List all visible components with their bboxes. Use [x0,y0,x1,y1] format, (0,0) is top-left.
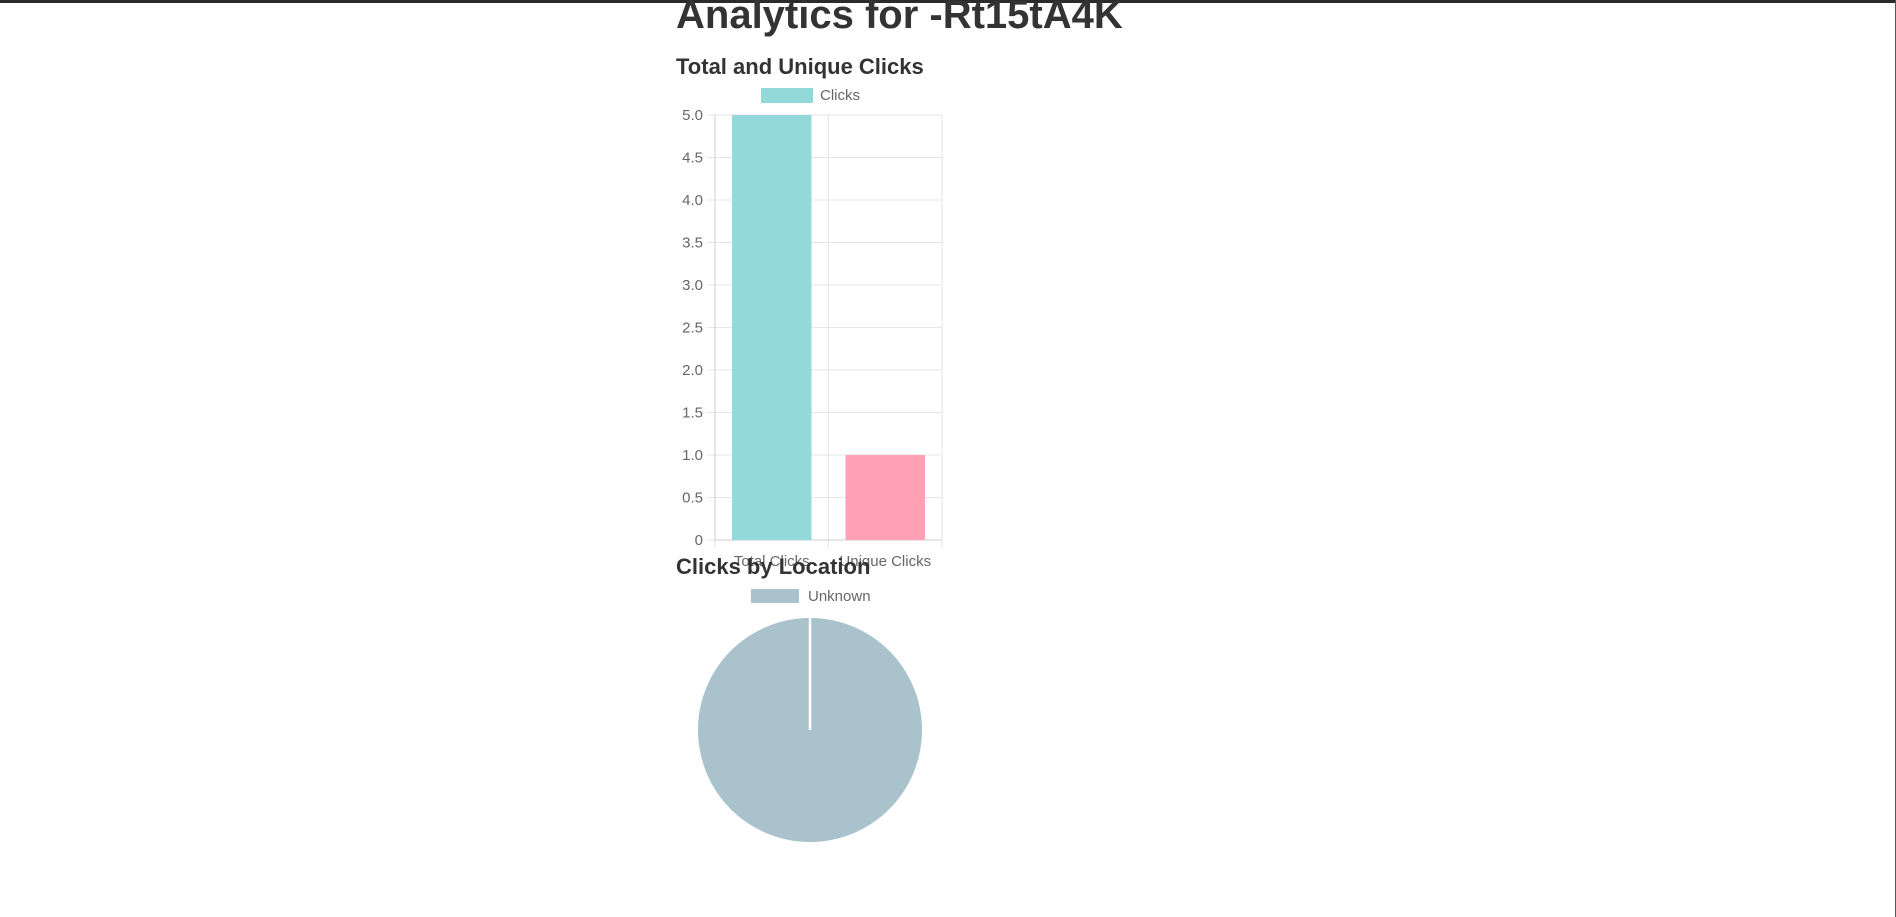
y-tick-label: 5.0 [682,107,703,124]
bar-total-clicks [732,115,812,540]
pie-chart: Unknown [698,588,922,842]
y-tick-label: 1.0 [682,447,703,464]
bar-chart-title: Total and Unique Clicks [676,54,924,79]
legend-swatch-unknown [751,589,799,603]
pie-legend: Unknown [751,588,871,605]
y-tick-label: 4.5 [682,150,703,167]
x-tick-label: Unique Clicks [839,553,931,570]
page-title: Analytics for -Rt15tA4K [676,0,1123,37]
y-tick-label: 2.5 [682,320,703,337]
y-tick-label: 4.0 [682,192,703,209]
y-tick-label: 0.5 [682,490,703,507]
y-tick-label: 2.0 [682,362,703,379]
bar-legend: Clicks [761,87,860,104]
window-top-border [0,0,1896,3]
pie-chart-title: Clicks by Location [676,554,871,579]
legend-label-clicks: Clicks [820,87,860,104]
y-tick-label: 1.5 [682,405,703,422]
bar-unique-clicks [845,455,925,540]
y-tick-label: 3.5 [682,235,703,252]
legend-swatch-clicks [761,88,813,103]
y-tick-label: 0 [695,532,703,549]
x-tick-label: Total Clicks [734,553,810,570]
bar-chart: Clicks 0 0.5 1.0 1.5 2.0 2.5 3.0 3.5 4.0 4.5 5.0 Tot… [682,87,943,570]
legend-label-unknown: Unknown [808,588,871,605]
y-tick-label: 3.0 [682,277,703,294]
